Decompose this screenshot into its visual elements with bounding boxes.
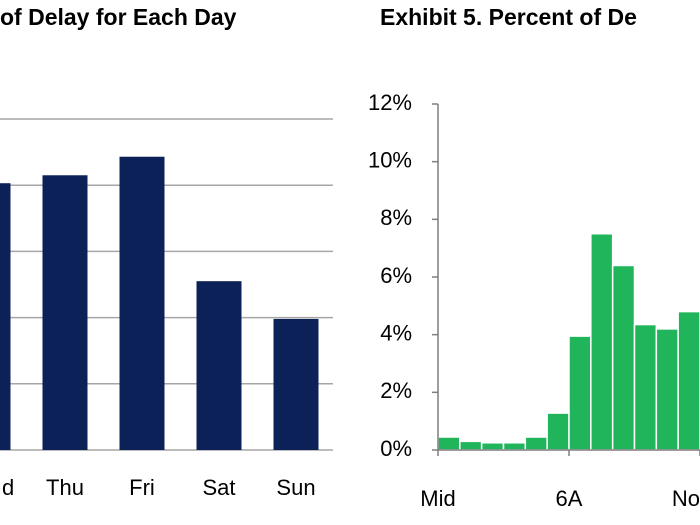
x-tick-label: Sun — [276, 475, 315, 500]
x-tick-label: Sat — [202, 475, 235, 500]
bar — [437, 436, 461, 451]
bar — [119, 156, 165, 450]
bar — [546, 412, 570, 451]
bar — [196, 281, 242, 450]
bar — [273, 318, 319, 450]
x-tick-label: Fri — [129, 475, 155, 500]
x-tick-label: Mid — [420, 486, 455, 511]
chart-title: Exhibit 5. Percent of De — [380, 4, 637, 30]
bar — [480, 442, 505, 451]
bar — [42, 175, 88, 450]
y-tick-label: 8% — [380, 205, 412, 230]
bar — [677, 310, 700, 451]
y-tick-label: 4% — [380, 320, 412, 345]
y-tick-label: 10% — [368, 147, 412, 172]
chart-title: of Delay for Each Day — [0, 4, 237, 30]
y-tick-label: 0% — [380, 436, 412, 461]
bar — [524, 436, 548, 451]
bar — [568, 335, 592, 451]
bar — [590, 233, 614, 451]
y-tick-label: 6% — [380, 263, 412, 288]
bar — [459, 440, 483, 451]
bar — [0, 183, 11, 451]
bar — [655, 328, 679, 451]
bar — [611, 264, 636, 451]
y-tick-label: 2% — [380, 378, 412, 403]
x-tick-label: No — [672, 486, 700, 511]
y-tick-label: 12% — [368, 90, 412, 115]
x-tick-label: Thu — [46, 475, 84, 500]
bar — [502, 442, 527, 451]
bar — [633, 323, 658, 451]
x-tick-label: d — [2, 475, 14, 500]
x-tick-label: 6A — [556, 486, 583, 511]
